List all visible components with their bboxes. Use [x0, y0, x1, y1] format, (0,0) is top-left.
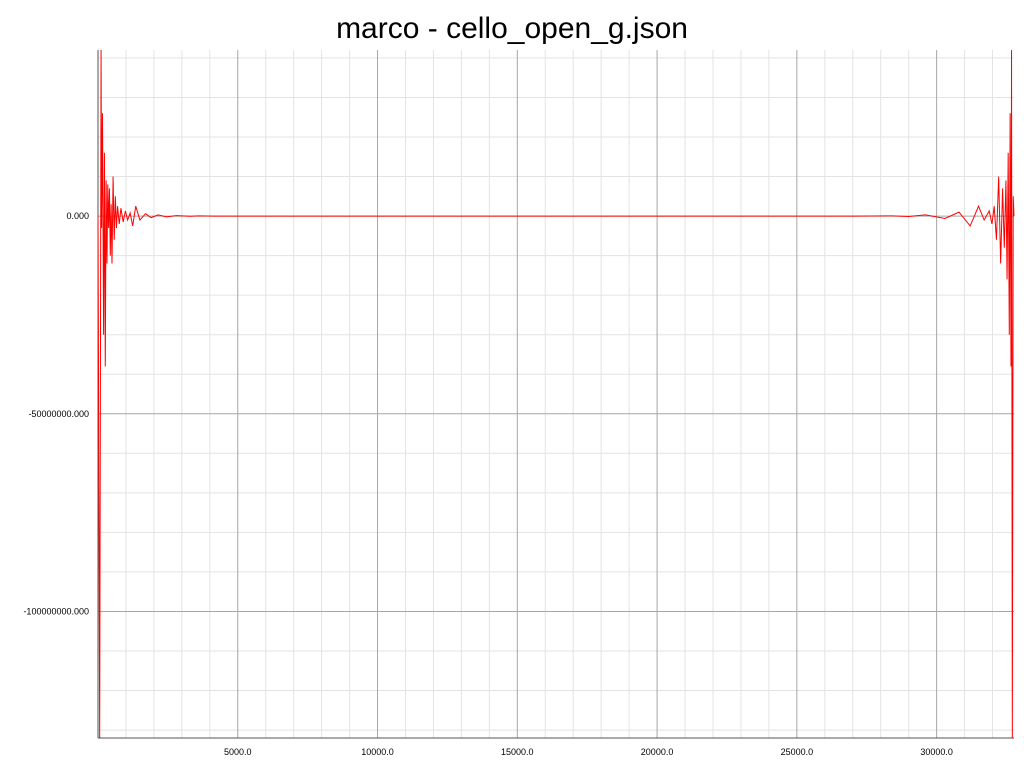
x-tick-label: 20000.0	[641, 747, 674, 757]
y-tick-label: -50000000.000	[28, 409, 89, 419]
chart-title: marco - cello_open_g.json	[336, 12, 688, 45]
series-layer	[97, 49, 1015, 739]
series-line-0	[97, 49, 1015, 739]
y-tick-label: -100000000.000	[23, 606, 89, 616]
x-tick-label: 15000.0	[501, 747, 534, 757]
y-tick-label: 0.000	[66, 211, 89, 221]
x-tick-label: 25000.0	[781, 747, 814, 757]
x-tick-label: 10000.0	[361, 747, 394, 757]
x-tick-label: 5000.0	[224, 747, 252, 757]
major-gridlines	[98, 50, 1014, 738]
x-tick-labels: 5000.0 10000.0 15000.0 20000.0 25000.0 30000.…	[224, 747, 953, 757]
y-tick-labels: 0.000 -50000000.000 -100000000.000	[23, 211, 89, 616]
axes	[97, 50, 1014, 739]
x-tick-label: 30000.0	[920, 747, 953, 757]
minor-gridlines	[98, 50, 1014, 738]
